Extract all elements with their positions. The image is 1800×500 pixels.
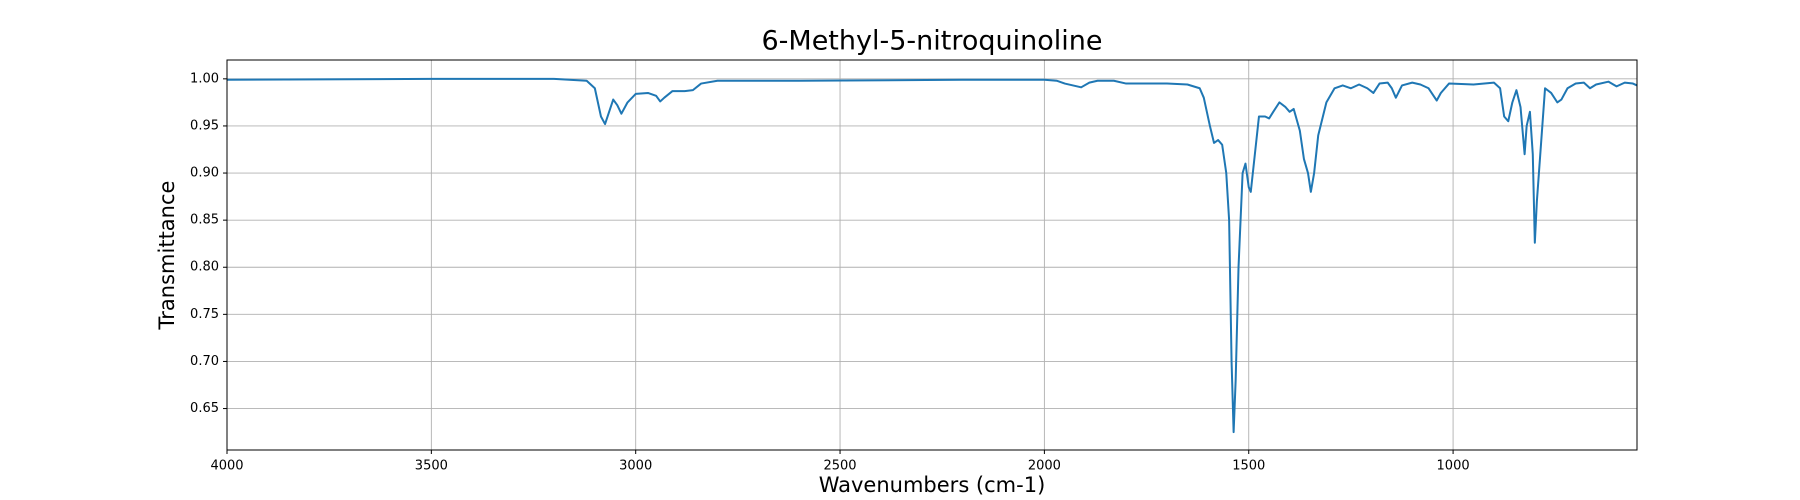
x-tick-label: 2500 <box>823 459 856 474</box>
y-tick-label: 0.70 <box>190 354 219 369</box>
y-tick-label: 0.80 <box>190 260 219 275</box>
x-tick-label: 2000 <box>1028 459 1061 474</box>
y-tick-label: 0.95 <box>190 118 219 133</box>
x-axis-label: Wavenumbers (cm-1) <box>819 473 1046 497</box>
y-tick-label: 1.00 <box>190 71 219 86</box>
spectrum-line <box>226 77 1638 434</box>
x-tick-label: 4000 <box>210 459 243 474</box>
y-axis-label: Transmittance <box>155 181 179 331</box>
y-tick-label: 0.85 <box>190 213 219 228</box>
x-tick-label: 1500 <box>1232 459 1265 474</box>
y-tick-label: 0.65 <box>190 401 219 416</box>
plot-frame <box>226 59 1638 451</box>
x-tick-label: 3000 <box>619 459 652 474</box>
x-tick-label: 1000 <box>1437 459 1470 474</box>
chart-title: 6-Methyl-5-nitroquinoline <box>761 26 1102 57</box>
x-tick-label: 3500 <box>415 459 448 474</box>
y-tick-label: 0.75 <box>190 307 219 322</box>
y-tick-label: 0.90 <box>190 166 219 181</box>
